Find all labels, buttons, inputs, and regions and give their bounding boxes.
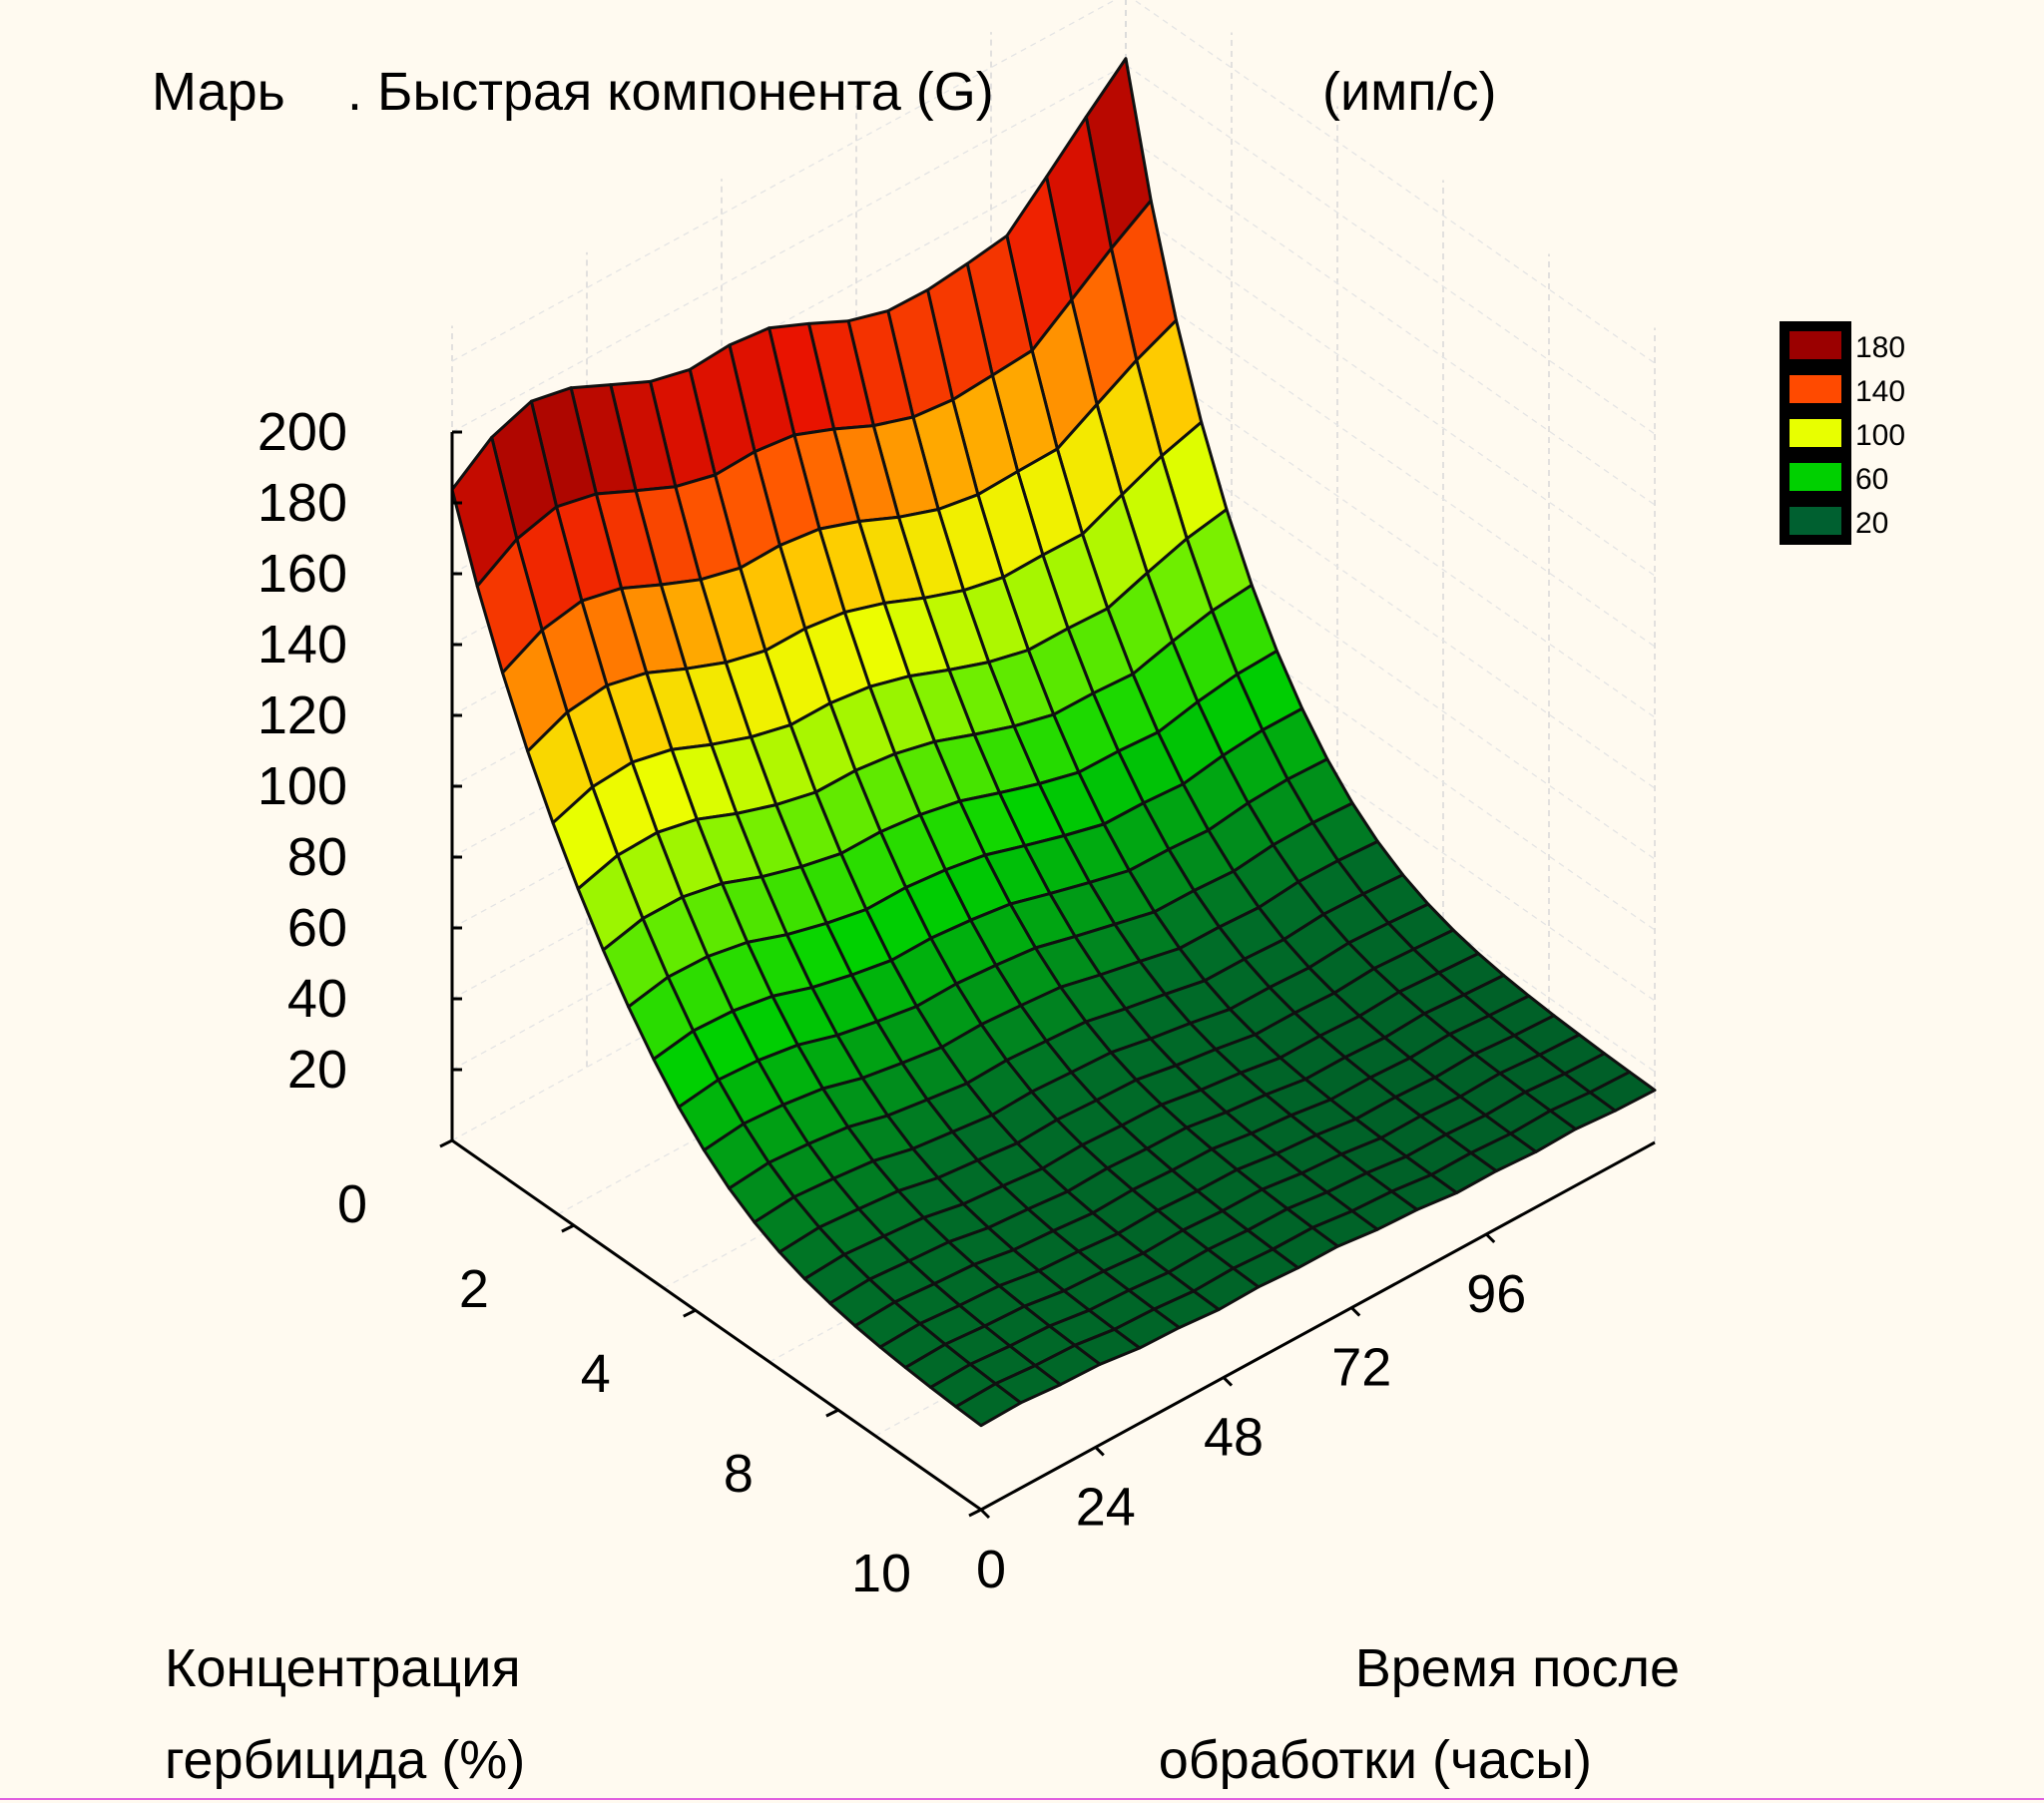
y-tick-label: 0 — [976, 1540, 1006, 1599]
legend-swatch — [1789, 463, 1841, 491]
y-tick-mark — [1350, 1306, 1361, 1317]
x-tick-mark — [683, 1308, 697, 1318]
x-tick-mark — [561, 1223, 575, 1233]
z-tick-label: 120 — [257, 685, 347, 745]
z-tick-label: 40 — [287, 969, 347, 1029]
x-tick-mark — [968, 1508, 982, 1518]
z-tick-label: 140 — [257, 615, 347, 675]
legend-label: 180 — [1855, 331, 1905, 364]
legend-swatch — [1789, 375, 1841, 403]
x-axis-line — [451, 1138, 982, 1512]
z-tick-label: 200 — [257, 402, 347, 462]
legend-label: 100 — [1855, 419, 1905, 452]
y-tick-label: 48 — [1204, 1408, 1264, 1468]
z-tick-label: 100 — [257, 756, 347, 816]
z-grid-line — [451, 64, 1656, 435]
y-axis-name-line1: Время после — [1355, 1638, 1680, 1698]
x-tick-label: 2 — [459, 1259, 489, 1319]
y-tick-mark — [1485, 1232, 1496, 1244]
chart-title-units: (имп/с) — [1322, 62, 1497, 122]
y-tick-label: 24 — [1076, 1477, 1136, 1537]
z-grid-line — [451, 0, 1656, 364]
y-tick-mark — [979, 1508, 991, 1520]
x-tick-label: 8 — [724, 1444, 754, 1504]
legend-swatch — [1789, 507, 1841, 535]
x-tick-mark — [439, 1138, 453, 1148]
bottom-divider — [0, 1798, 2044, 1800]
z-tick-label: 20 — [287, 1040, 347, 1100]
legend-swatch — [1789, 419, 1841, 447]
z-tick-label: 160 — [257, 544, 347, 604]
y-tick-label: 96 — [1466, 1264, 1526, 1324]
z-tick-label: 180 — [257, 473, 347, 533]
y-tick-mark — [1222, 1376, 1234, 1387]
x-axis-name-line1: Концентрация — [165, 1638, 521, 1698]
legend-label: 60 — [1855, 463, 1888, 496]
legend-swatch — [1789, 331, 1841, 359]
x-tick-label: 4 — [581, 1344, 611, 1404]
legend-label: 20 — [1855, 507, 1888, 540]
x-tick-label: 10 — [851, 1544, 911, 1603]
chart-title-main: . Быстрая компонента (G) — [347, 62, 994, 122]
z-tick-label: 80 — [287, 827, 347, 887]
x-axis-name-line2: гербицида (%) — [165, 1730, 525, 1790]
x-tick-label: 0 — [337, 1174, 367, 1234]
z-tick-label: 60 — [287, 898, 347, 958]
y-axis-name-line2: обработки (часы) — [1159, 1730, 1592, 1790]
legend-label: 140 — [1855, 375, 1905, 408]
y-tick-mark — [1094, 1446, 1105, 1457]
x-tick-mark — [825, 1408, 839, 1418]
surface-patch — [954, 1382, 1023, 1428]
y-tick-label: 72 — [1331, 1338, 1391, 1398]
chart-title-left: Марь — [152, 62, 285, 122]
y-axis-line — [980, 1140, 1656, 1512]
